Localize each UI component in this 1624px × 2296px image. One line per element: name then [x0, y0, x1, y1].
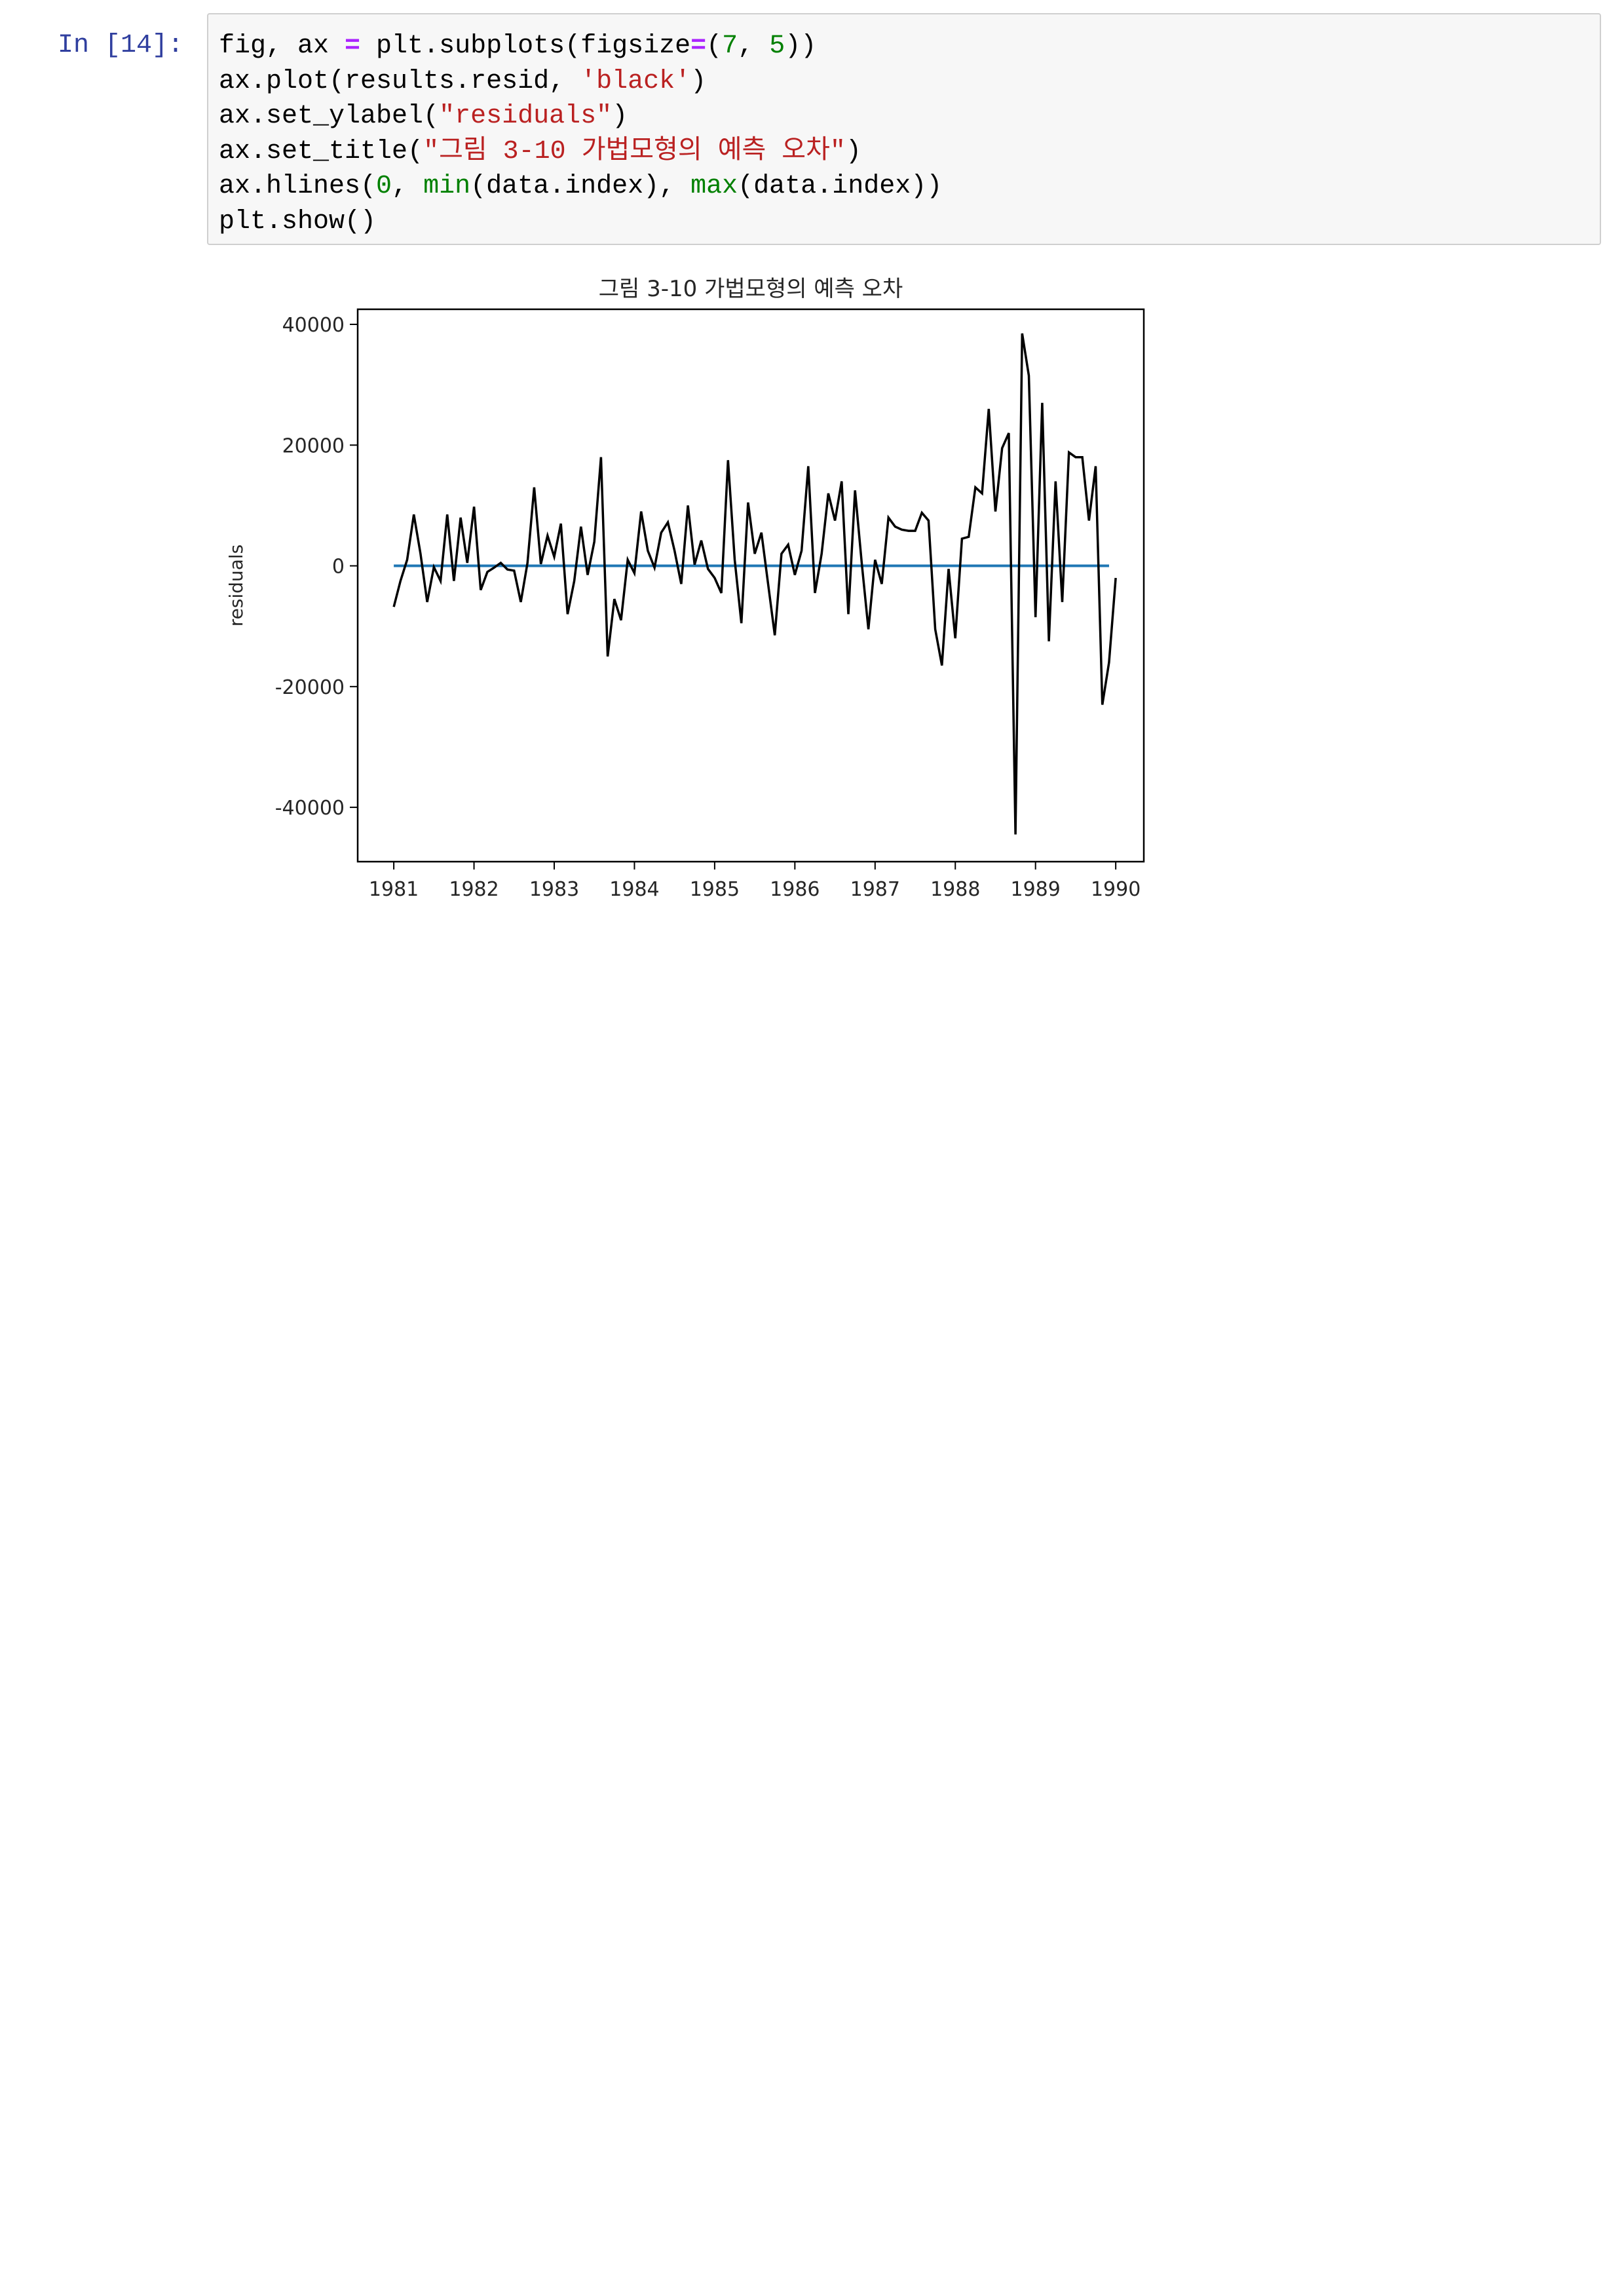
code-token: min	[423, 172, 471, 201]
x-tick-label: 1985	[690, 878, 740, 901]
y-axis-label: residuals	[225, 545, 247, 627]
code-token: (data.index))	[738, 172, 943, 201]
code-line: ax.set_ylabel("residuals")	[219, 99, 942, 134]
x-tick-label: 1988	[930, 878, 980, 901]
x-tick-label: 1981	[369, 878, 419, 901]
code-token: =	[345, 31, 361, 61]
code-line: ax.plot(results.resid, 'black')	[219, 64, 942, 100]
y-tick-label: -20000	[275, 676, 345, 699]
x-tick-label: 1990	[1091, 878, 1141, 901]
code-token: "residuals"	[439, 102, 613, 131]
x-tick-label: 1983	[529, 878, 579, 901]
x-tick-label: 1982	[449, 878, 499, 901]
y-tick-label: 40000	[282, 314, 345, 337]
code-token: fig, ax	[219, 31, 345, 61]
code-token: (	[706, 31, 723, 61]
code-token: plt.subplots(figsize	[360, 31, 691, 61]
code-token: )	[845, 136, 861, 166]
code-token: (data.index),	[470, 172, 691, 201]
code-line: ax.hlines(0, min(data.index), max(data.i…	[219, 169, 942, 204]
code-line: ax.set_title("그림 3-10 가법모형의 예측 오차")	[219, 134, 942, 170]
chart-title: 그림 3-10 가법모형의 예측 오차	[599, 276, 903, 302]
code-token: 0	[376, 172, 392, 201]
code-token: 7	[722, 31, 738, 61]
cell-prompt: In [14]:	[58, 31, 184, 60]
code-cell-input[interactable]: fig, ax = plt.subplots(figsize=(7, 5)) ax…	[207, 13, 1601, 245]
code-token: max	[690, 172, 738, 201]
code-token: )	[690, 66, 707, 96]
y-tick-label: 20000	[282, 434, 345, 457]
code-line: fig, ax = plt.subplots(figsize=(7, 5))	[219, 29, 942, 64]
y-tick-label: -40000	[275, 797, 345, 820]
code-editor[interactable]: fig, ax = plt.subplots(figsize=(7, 5)) ax…	[219, 29, 942, 239]
code-token: ax.plot(results.resid,	[219, 66, 581, 96]
code-token: ax.set_ylabel(	[219, 102, 440, 131]
residuals-chart: 그림 3-10 가법모형의 예측 오차 residuals -40000 -20000…	[225, 276, 1145, 901]
plot-frame	[356, 308, 1145, 863]
code-token: ))	[785, 31, 817, 61]
code-token: 'black'	[580, 66, 691, 96]
code-token: )	[612, 102, 628, 131]
code-token: plt.show()	[219, 206, 377, 237]
residuals-line	[392, 333, 1117, 835]
code-token: ax.set_title(	[219, 136, 424, 166]
code-token: ,	[738, 31, 770, 61]
code-token: "그림 3-10 가법모형의 예측 오차"	[423, 136, 846, 166]
chart-output: 그림 3-10 가법모형의 예측 오차 residuals -40000 -20000…	[223, 262, 1173, 917]
code-token: ax.hlines(	[219, 172, 377, 201]
code-token: 5	[769, 31, 785, 61]
code-token: ,	[392, 172, 424, 201]
x-tick-label: 1986	[770, 878, 820, 901]
x-tick-label: 1989	[1011, 878, 1061, 901]
y-tick-label: 0	[332, 556, 345, 579]
x-tick-label: 1987	[850, 878, 900, 901]
code-token: =	[690, 31, 707, 61]
x-tick-label: 1984	[609, 878, 659, 901]
code-line: plt.show()	[219, 204, 942, 240]
